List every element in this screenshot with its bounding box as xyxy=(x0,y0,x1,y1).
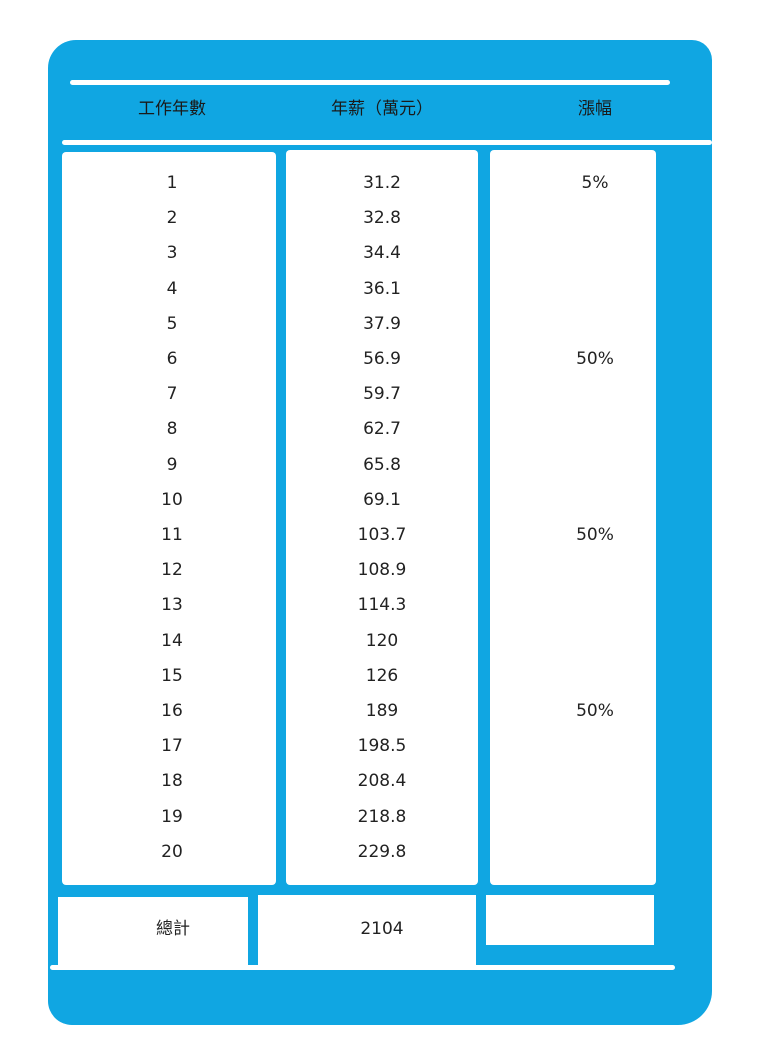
salary-cell: 208.4 xyxy=(357,771,407,792)
year-cell: 20 xyxy=(161,841,183,862)
salary-cell: 229.8 xyxy=(357,841,407,862)
salary-cell: 218.8 xyxy=(357,806,407,827)
salary-cell: 62.7 xyxy=(363,419,401,440)
increase-cell: 50% xyxy=(576,525,614,545)
table-bottom-line xyxy=(50,965,675,970)
salary-cell: 69.1 xyxy=(363,489,401,510)
year-cell: 8 xyxy=(166,419,178,440)
year-cell: 12 xyxy=(161,560,183,581)
increase-cell: 5% xyxy=(581,173,609,193)
salary-cell: 189 xyxy=(365,701,399,721)
year-cell: 13 xyxy=(161,595,183,616)
salary-cell: 198.5 xyxy=(357,736,407,757)
salary-cell: 114.3 xyxy=(357,595,407,616)
year-cell: 2 xyxy=(166,208,178,229)
salary-cell: 126 xyxy=(365,665,399,686)
column-panel-years xyxy=(62,152,276,885)
salary-cell: 59.7 xyxy=(363,384,401,405)
total-value: 2104 xyxy=(360,919,404,939)
year-cell: 10 xyxy=(161,489,183,510)
salary-cell: 36.1 xyxy=(363,278,401,299)
total-label-panel xyxy=(58,897,248,967)
increase-cell: 50% xyxy=(576,349,614,369)
salary-cell: 56.9 xyxy=(363,349,401,369)
salary-cell: 65.8 xyxy=(363,454,401,475)
year-cell: 17 xyxy=(161,736,183,757)
year-cell: 3 xyxy=(166,243,178,264)
header-top-line xyxy=(70,80,670,85)
year-cell: 16 xyxy=(161,701,183,721)
total-label: 總計 xyxy=(156,919,190,939)
increase-cell: 50% xyxy=(576,701,614,721)
year-cell: 14 xyxy=(161,630,183,651)
salary-cell: 120 xyxy=(365,630,399,651)
year-cell: 11 xyxy=(161,525,183,545)
year-cell: 9 xyxy=(166,454,178,475)
year-cell: 6 xyxy=(166,349,178,369)
header-bottom-line xyxy=(62,140,712,145)
year-cell: 7 xyxy=(166,384,178,405)
salary-cell: 37.9 xyxy=(363,313,401,334)
header-salary: 年薪（萬元） xyxy=(331,99,433,119)
year-cell: 1 xyxy=(166,173,178,193)
column-panel-salary xyxy=(286,150,478,885)
year-cell: 4 xyxy=(166,278,178,299)
total-value-panel xyxy=(258,895,476,967)
header-increase: 漲幅 xyxy=(578,99,612,119)
year-cell: 5 xyxy=(166,313,178,334)
year-cell: 19 xyxy=(161,806,183,827)
total-increase-panel xyxy=(486,895,654,945)
header-years: 工作年數 xyxy=(138,99,206,119)
year-cell: 15 xyxy=(161,665,183,686)
year-cell: 18 xyxy=(161,771,183,792)
column-panel-increase xyxy=(490,150,656,885)
salary-cell: 31.2 xyxy=(363,173,401,193)
salary-cell: 32.8 xyxy=(363,208,401,229)
salary-cell: 34.4 xyxy=(363,243,401,264)
salary-cell: 108.9 xyxy=(357,560,407,581)
salary-cell: 103.7 xyxy=(357,525,407,545)
